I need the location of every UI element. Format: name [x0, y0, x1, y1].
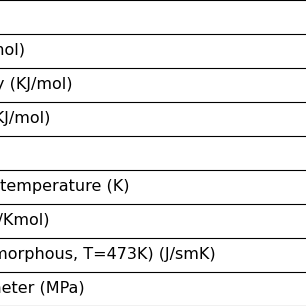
Text: Conductivity (amorphous, T=473K) (J/smK): Conductivity (amorphous, T=473K) (J/smK): [0, 248, 216, 263]
Text: Heat of fusion (KJ/mol): Heat of fusion (KJ/mol): [0, 111, 50, 126]
Text: Solubility parameter (MPa): Solubility parameter (MPa): [0, 282, 85, 297]
Text: Glass transition temperature (K): Glass transition temperature (K): [0, 180, 129, 195]
Text: Entropy (KJ/mol): Entropy (KJ/mol): [0, 145, 1, 161]
Text: Cp (at 300K) (KJ/Kmol): Cp (at 300K) (KJ/Kmol): [0, 214, 50, 229]
Text: Cohesive energy (KJ/mol): Cohesive energy (KJ/mol): [0, 77, 73, 92]
Text: Molar mass (g/mol): Molar mass (g/mol): [0, 43, 25, 58]
